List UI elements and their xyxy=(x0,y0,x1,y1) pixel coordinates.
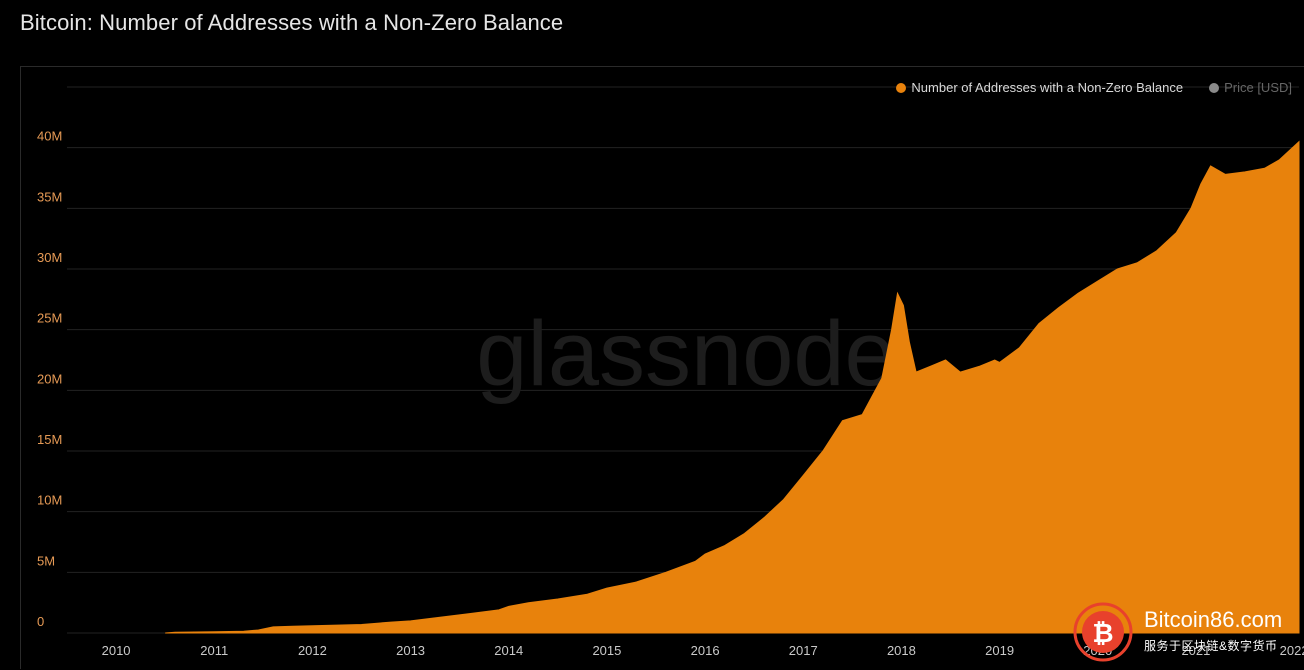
y-tick-label: 40M xyxy=(37,129,62,144)
glassnode-watermark: glassnode xyxy=(476,303,895,405)
x-tick-label: 2011 xyxy=(200,643,228,658)
chart-panel: glassnode 0 5M 10M 15M 20M 25M 30M 35M 40M 2010 2… xyxy=(20,66,1304,669)
bitcoin-icon: ₿ xyxy=(1072,601,1134,663)
x-tick-label: 2010 xyxy=(102,643,131,658)
x-tick-label: 2013 xyxy=(396,643,425,658)
y-tick-label: 25M xyxy=(37,311,62,326)
y-tick-label: 10M xyxy=(37,493,62,508)
x-tick-label: 2022 xyxy=(1280,643,1304,658)
y-tick-label: 5M xyxy=(37,553,55,568)
chart-svg: glassnode 0 5M 10M 15M 20M 25M 30M 35M 40M 2010 2… xyxy=(21,67,1304,670)
x-tick-label: 2017 xyxy=(789,643,818,658)
legend-dot-addresses xyxy=(896,83,906,93)
legend-item-price[interactable]: Price [USD] xyxy=(1209,80,1292,95)
page-title: Bitcoin: Number of Addresses with a Non-… xyxy=(20,10,563,36)
x-tick-label: 2014 xyxy=(494,643,523,658)
x-tick-label: 2019 xyxy=(985,643,1014,658)
y-tick-label: 20M xyxy=(37,371,62,386)
x-tick-label: 2012 xyxy=(298,643,327,658)
legend-label-addresses: Number of Addresses with a Non-Zero Bala… xyxy=(911,80,1183,95)
svg-text:₿: ₿ xyxy=(1092,618,1113,648)
legend-dot-price xyxy=(1209,83,1219,93)
legend-label-price: Price [USD] xyxy=(1224,80,1292,95)
y-tick-label: 35M xyxy=(37,189,62,204)
y-tick-label: 30M xyxy=(37,250,62,265)
overlay-brand: Bitcoin86.com xyxy=(1144,607,1282,633)
y-tick-labels: 0 5M 10M 15M 20M 25M 30M 35M 40M xyxy=(37,129,62,629)
legend-item-addresses[interactable]: Number of Addresses with a Non-Zero Bala… xyxy=(896,80,1183,95)
x-tick-label: 2018 xyxy=(887,643,916,658)
legend: Number of Addresses with a Non-Zero Bala… xyxy=(896,80,1292,95)
x-tick-label: 2016 xyxy=(691,643,720,658)
x-tick-label: 2015 xyxy=(592,643,621,658)
overlay-subtitle: 服务于区块链&数字货币 xyxy=(1144,637,1278,654)
y-tick-label: 0 xyxy=(37,614,44,629)
y-tick-label: 15M xyxy=(37,432,62,447)
